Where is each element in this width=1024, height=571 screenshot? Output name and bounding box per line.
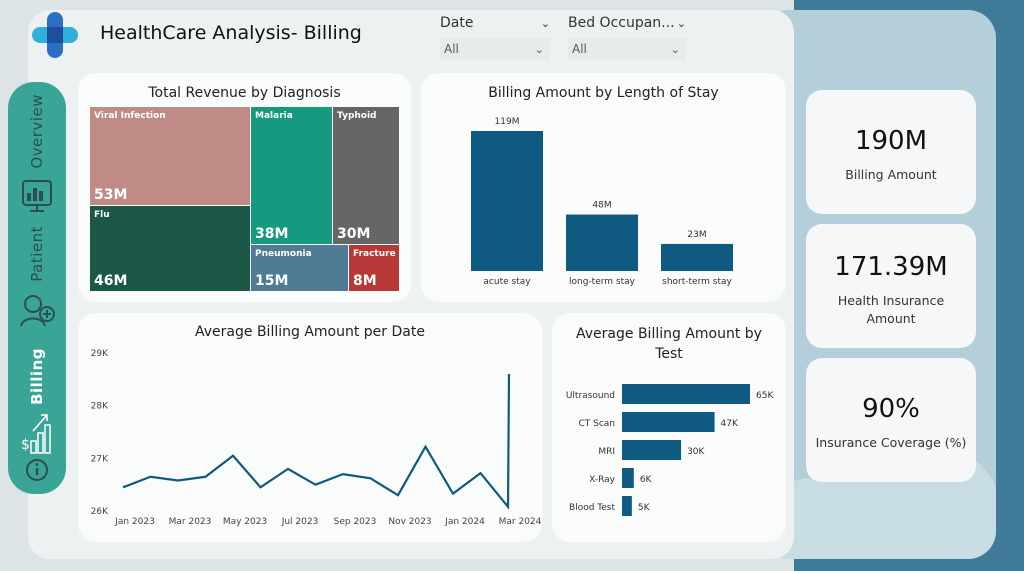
kpi-value: 190M <box>854 126 928 156</box>
kpi-card-insurance-amount: 171.39M Health Insurance Amount <box>806 224 976 348</box>
patient-icon <box>20 294 55 327</box>
kpi-value: 171.39M <box>834 252 948 282</box>
test-bar-4 <box>622 496 632 516</box>
date-filter[interactable]: Date ⌄ All ⌄ <box>440 12 550 60</box>
stay-bar-2 <box>661 243 733 271</box>
stay-bar-chart: 119M acute stay 48M long-term stay 23M short-… <box>471 117 733 287</box>
test-bar-0 <box>622 384 750 404</box>
test-bar-2 <box>622 440 682 460</box>
line-series <box>122 374 511 510</box>
x-tick-label-6: Jan 2024 <box>444 517 485 527</box>
treemap-cell-viral-infection[interactable]: Viral Infection 53M <box>90 107 250 205</box>
stay-category-1: long-term stay <box>569 277 636 287</box>
stay-bar-label-1: 48M <box>592 201 611 211</box>
chevron-down-icon[interactable]: ⌄ <box>676 16 686 30</box>
treemap-cell-malaria[interactable]: Malaria 38M <box>251 107 332 244</box>
kpi-label: Health Insurance Amount <box>837 293 945 326</box>
test-bar-3 <box>622 468 634 488</box>
kpi-card-billing-amount: 190M Billing Amount <box>806 90 976 214</box>
nav-item-billing[interactable]: Billing $ <box>8 348 66 457</box>
kpi-label: Insurance Coverage (%) <box>815 435 967 450</box>
info-icon <box>26 459 48 481</box>
kpi-card-insurance-coverage: 90% Insurance Coverage (%) <box>806 358 976 482</box>
bed-occupancy-filter-dropdown[interactable]: All ⌄ <box>568 38 686 60</box>
stay-chart-title: Billing Amount by Length of Stay <box>488 85 719 101</box>
x-tick-label-2: May 2023 <box>223 517 267 527</box>
bed-occupancy-filter-label: Bed Occupan... <box>568 15 675 31</box>
test-bar-1 <box>622 412 715 432</box>
stay-bar-1 <box>566 214 638 271</box>
test-category-4: Blood Test <box>569 503 615 513</box>
test-bar-label-1: 47K <box>721 419 739 429</box>
test-category-3: X-Ray <box>589 475 616 485</box>
nav-label-patient: Patient <box>28 226 46 282</box>
dashboard-monitor-icon <box>22 179 52 212</box>
stay-bar-label-2: 23M <box>687 230 706 240</box>
x-tick-label-0: Jan 2023 <box>114 517 155 527</box>
chevron-down-icon: ⌄ <box>534 42 544 56</box>
test-chart-card: Average Billing Amount by Test Ultrasoun… <box>552 313 786 542</box>
treemap-title: Total Revenue by Diagnosis <box>148 85 341 101</box>
kpi-value: 90% <box>862 394 920 424</box>
kpi-label: Billing Amount <box>845 167 937 182</box>
treemap-card: Total Revenue by Diagnosis Viral Infecti… <box>78 73 411 302</box>
info-button[interactable] <box>21 454 53 486</box>
test-bar-chart: Ultrasound 65K CT Scan 47K MRI 30K X-Ray 6K Bloo… <box>566 384 774 516</box>
x-tick-label-5: Nov 2023 <box>388 517 431 527</box>
y-tick-label-2: 27K <box>91 454 109 464</box>
chevron-down-icon[interactable]: ⌄ <box>540 16 550 30</box>
nav-label-overview: Overview <box>28 94 46 169</box>
healthcare-logo <box>32 12 78 58</box>
test-category-1: CT Scan <box>578 419 615 429</box>
x-tick-label-7: Mar 2024 <box>499 517 542 527</box>
y-tick-label-0: 29K <box>91 349 109 359</box>
line-chart-card: Average Billing Amount per Date 29K 28K 27… <box>78 313 542 542</box>
stay-bar-0 <box>471 131 543 271</box>
nav-label-billing: Billing <box>28 348 46 405</box>
test-chart-title: Average Billing Amount by Test <box>576 326 762 362</box>
test-category-0: Ultrasound <box>566 391 615 401</box>
chevron-down-icon: ⌄ <box>670 42 680 56</box>
treemap-cell-pneumonia[interactable]: Pneumonia 15M <box>251 245 348 291</box>
sidebar-nav: Overview Patient Billing $ <box>8 82 66 494</box>
x-tick-label-3: Jul 2023 <box>281 517 319 527</box>
billing-chart-icon: $ <box>21 414 51 454</box>
stay-category-2: short-term stay <box>662 277 732 287</box>
x-tick-label-4: Sep 2023 <box>334 517 377 527</box>
nav-item-patient[interactable]: Patient <box>8 226 66 330</box>
treemap-cell-flu[interactable]: Flu 46M <box>90 206 250 291</box>
test-bar-label-2: 30K <box>687 447 705 457</box>
line-chart-title: Average Billing Amount per Date <box>195 324 425 340</box>
test-bar-label-0: 65K <box>756 391 774 401</box>
nav-item-overview[interactable]: Overview <box>8 94 66 217</box>
test-category-2: MRI <box>598 447 615 457</box>
date-filter-dropdown[interactable]: All ⌄ <box>440 38 550 60</box>
stay-bar-label-0: 119M <box>495 117 520 127</box>
x-tick-label-1: Mar 2023 <box>169 517 212 527</box>
test-bar-label-4: 5K <box>638 503 651 513</box>
stay-chart-card: Billing Amount by Length of Stay 119M acu… <box>421 73 786 302</box>
stay-category-0: acute stay <box>483 277 531 287</box>
page-title: HealthCare Analysis- Billing <box>100 22 362 44</box>
svg-text:$: $ <box>21 437 30 453</box>
y-tick-label-1: 28K <box>91 402 109 412</box>
treemap-cell-fracture[interactable]: Fracture 8M <box>349 245 399 291</box>
date-filter-label: Date <box>440 15 474 31</box>
bed-occupancy-filter[interactable]: Bed Occupan... ⌄ All ⌄ <box>568 12 686 60</box>
test-bar-label-3: 6K <box>640 475 653 485</box>
billing-line-chart: 29K 28K 27K 26K Jan 2023 Mar 2023 May 2023 Jul … <box>91 349 542 527</box>
y-tick-label-3: 26K <box>91 507 109 517</box>
treemap-cell-typhoid[interactable]: Typhoid 30M <box>333 107 399 244</box>
